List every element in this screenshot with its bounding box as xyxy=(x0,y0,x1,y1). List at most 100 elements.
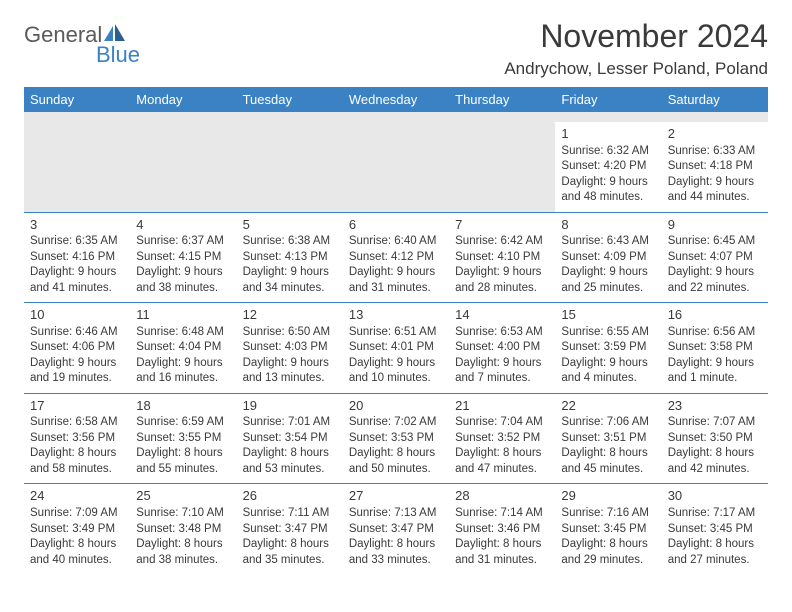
calendar-header-row: Sunday Monday Tuesday Wednesday Thursday… xyxy=(24,87,768,112)
day-sunrise: Sunrise: 6:38 AM xyxy=(243,234,337,250)
day-sunset: Sunset: 3:45 PM xyxy=(561,522,655,538)
day-day2: and 4 minutes. xyxy=(561,371,655,387)
day-day1: Daylight: 9 hours xyxy=(561,356,655,372)
calendar-week-row: 17Sunrise: 6:58 AMSunset: 3:56 PMDayligh… xyxy=(24,393,768,484)
day-day2: and 55 minutes. xyxy=(136,462,230,478)
day-sunrise: Sunrise: 7:11 AM xyxy=(243,506,337,522)
day-day2: and 13 minutes. xyxy=(243,371,337,387)
day-sunrise: Sunrise: 6:43 AM xyxy=(561,234,655,250)
month-title: November 2024 xyxy=(504,18,768,55)
day-day1: Daylight: 8 hours xyxy=(668,446,762,462)
calendar-day-cell: 18Sunrise: 6:59 AMSunset: 3:55 PMDayligh… xyxy=(130,393,236,484)
calendar-day-cell: 16Sunrise: 6:56 AMSunset: 3:58 PMDayligh… xyxy=(662,303,768,394)
calendar-day-cell: 8Sunrise: 6:43 AMSunset: 4:09 PMDaylight… xyxy=(555,212,661,303)
calendar-day-cell xyxy=(130,122,236,212)
day-sunrise: Sunrise: 7:04 AM xyxy=(455,415,549,431)
day-sunset: Sunset: 3:45 PM xyxy=(668,522,762,538)
day-day1: Daylight: 8 hours xyxy=(455,446,549,462)
day-sunrise: Sunrise: 6:51 AM xyxy=(349,325,443,341)
day-day2: and 38 minutes. xyxy=(136,281,230,297)
day-sunrise: Sunrise: 6:56 AM xyxy=(668,325,762,341)
brand-word-2: Blue xyxy=(96,44,140,66)
day-number: 14 xyxy=(455,306,549,324)
day-day1: Daylight: 8 hours xyxy=(561,446,655,462)
calendar-day-cell: 15Sunrise: 6:55 AMSunset: 3:59 PMDayligh… xyxy=(555,303,661,394)
day-day1: Daylight: 9 hours xyxy=(668,175,762,191)
day-day1: Daylight: 8 hours xyxy=(243,446,337,462)
calendar-week-row: 3Sunrise: 6:35 AMSunset: 4:16 PMDaylight… xyxy=(24,212,768,303)
day-sunrise: Sunrise: 6:59 AM xyxy=(136,415,230,431)
day-number: 26 xyxy=(243,487,337,505)
page-header: General Blue November 2024 Andrychow, Le… xyxy=(24,18,768,79)
day-sunset: Sunset: 4:06 PM xyxy=(30,340,124,356)
day-day1: Daylight: 8 hours xyxy=(349,446,443,462)
day-day2: and 48 minutes. xyxy=(561,190,655,206)
calendar-day-cell: 30Sunrise: 7:17 AMSunset: 3:45 PMDayligh… xyxy=(662,484,768,574)
blank-cell xyxy=(130,112,236,122)
day-sunset: Sunset: 4:16 PM xyxy=(30,250,124,266)
day-day2: and 35 minutes. xyxy=(243,553,337,569)
day-day2: and 50 minutes. xyxy=(349,462,443,478)
day-day2: and 47 minutes. xyxy=(455,462,549,478)
day-sunset: Sunset: 4:09 PM xyxy=(561,250,655,266)
day-sunset: Sunset: 4:12 PM xyxy=(349,250,443,266)
day-number: 25 xyxy=(136,487,230,505)
day-day2: and 44 minutes. xyxy=(668,190,762,206)
day-sunset: Sunset: 3:47 PM xyxy=(349,522,443,538)
day-number: 24 xyxy=(30,487,124,505)
day-day1: Daylight: 9 hours xyxy=(349,356,443,372)
day-number: 29 xyxy=(561,487,655,505)
day-day1: Daylight: 8 hours xyxy=(136,537,230,553)
day-number: 7 xyxy=(455,216,549,234)
day-day2: and 58 minutes. xyxy=(30,462,124,478)
blank-cell xyxy=(662,112,768,122)
dayhdr-sun: Sunday xyxy=(24,87,130,112)
blank-cell xyxy=(237,112,343,122)
calendar-day-cell: 17Sunrise: 6:58 AMSunset: 3:56 PMDayligh… xyxy=(24,393,130,484)
day-sunrise: Sunrise: 7:07 AM xyxy=(668,415,762,431)
day-day2: and 42 minutes. xyxy=(668,462,762,478)
day-number: 30 xyxy=(668,487,762,505)
day-number: 6 xyxy=(349,216,443,234)
day-day1: Daylight: 9 hours xyxy=(30,356,124,372)
calendar-day-cell: 22Sunrise: 7:06 AMSunset: 3:51 PMDayligh… xyxy=(555,393,661,484)
calendar-day-cell: 9Sunrise: 6:45 AMSunset: 4:07 PMDaylight… xyxy=(662,212,768,303)
day-sunset: Sunset: 3:55 PM xyxy=(136,431,230,447)
day-day1: Daylight: 9 hours xyxy=(668,265,762,281)
day-number: 21 xyxy=(455,397,549,415)
calendar-day-cell: 1Sunrise: 6:32 AMSunset: 4:20 PMDaylight… xyxy=(555,122,661,212)
day-number: 19 xyxy=(243,397,337,415)
day-number: 10 xyxy=(30,306,124,324)
day-day2: and 19 minutes. xyxy=(30,371,124,387)
day-day2: and 16 minutes. xyxy=(136,371,230,387)
day-day1: Daylight: 9 hours xyxy=(668,356,762,372)
day-sunset: Sunset: 3:53 PM xyxy=(349,431,443,447)
day-sunrise: Sunrise: 7:06 AM xyxy=(561,415,655,431)
day-day1: Daylight: 8 hours xyxy=(561,537,655,553)
day-day1: Daylight: 9 hours xyxy=(455,356,549,372)
day-day2: and 31 minutes. xyxy=(455,553,549,569)
dayhdr-mon: Monday xyxy=(130,87,236,112)
day-sunset: Sunset: 4:15 PM xyxy=(136,250,230,266)
calendar-day-cell: 19Sunrise: 7:01 AMSunset: 3:54 PMDayligh… xyxy=(237,393,343,484)
day-sunset: Sunset: 3:46 PM xyxy=(455,522,549,538)
day-sunset: Sunset: 3:52 PM xyxy=(455,431,549,447)
day-sunrise: Sunrise: 6:45 AM xyxy=(668,234,762,250)
calendar-day-cell: 27Sunrise: 7:13 AMSunset: 3:47 PMDayligh… xyxy=(343,484,449,574)
location-subtitle: Andrychow, Lesser Poland, Poland xyxy=(504,59,768,79)
day-number: 8 xyxy=(561,216,655,234)
calendar-day-cell: 11Sunrise: 6:48 AMSunset: 4:04 PMDayligh… xyxy=(130,303,236,394)
day-number: 22 xyxy=(561,397,655,415)
blank-cell xyxy=(449,112,555,122)
calendar-day-cell: 12Sunrise: 6:50 AMSunset: 4:03 PMDayligh… xyxy=(237,303,343,394)
day-number: 23 xyxy=(668,397,762,415)
calendar-day-cell: 10Sunrise: 6:46 AMSunset: 4:06 PMDayligh… xyxy=(24,303,130,394)
brand-word-1: General xyxy=(24,24,102,46)
day-number: 18 xyxy=(136,397,230,415)
day-day1: Daylight: 9 hours xyxy=(455,265,549,281)
day-day2: and 10 minutes. xyxy=(349,371,443,387)
day-day2: and 22 minutes. xyxy=(668,281,762,297)
day-number: 9 xyxy=(668,216,762,234)
day-day1: Daylight: 9 hours xyxy=(30,265,124,281)
day-sunset: Sunset: 3:58 PM xyxy=(668,340,762,356)
